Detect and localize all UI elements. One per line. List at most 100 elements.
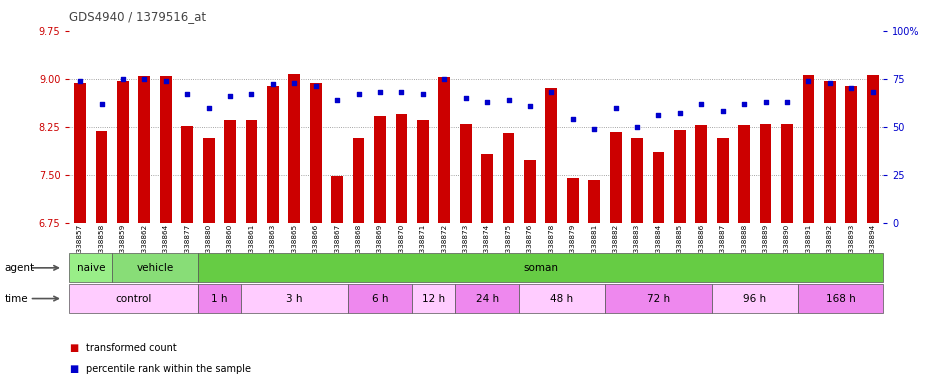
- Bar: [374, 116, 386, 223]
- Text: ■: ■: [69, 343, 79, 353]
- Text: soman: soman: [524, 263, 558, 273]
- Point: [565, 116, 580, 122]
- Bar: [610, 132, 622, 223]
- Point: [94, 101, 109, 107]
- Text: 1 h: 1 h: [211, 293, 228, 304]
- Text: percentile rank within the sample: percentile rank within the sample: [86, 364, 251, 374]
- Bar: [69, 284, 198, 313]
- Text: agent: agent: [5, 263, 35, 273]
- Bar: [224, 120, 236, 223]
- Bar: [546, 88, 557, 223]
- Text: naive: naive: [77, 263, 105, 273]
- Bar: [160, 76, 172, 223]
- Text: 168 h: 168 h: [826, 293, 856, 304]
- Text: control: control: [116, 293, 152, 304]
- Bar: [588, 180, 600, 223]
- Text: 3 h: 3 h: [286, 293, 302, 304]
- Bar: [519, 284, 605, 313]
- Bar: [797, 284, 883, 313]
- Text: transformed count: transformed count: [86, 343, 177, 353]
- Point: [458, 95, 473, 101]
- Point: [329, 97, 344, 103]
- Point: [715, 108, 730, 114]
- Point: [179, 91, 194, 97]
- Bar: [605, 284, 712, 313]
- Bar: [245, 120, 257, 223]
- Text: 96 h: 96 h: [744, 293, 767, 304]
- Bar: [198, 253, 883, 282]
- Point: [865, 89, 880, 95]
- Text: 6 h: 6 h: [372, 293, 388, 304]
- Point: [544, 89, 559, 95]
- Text: GDS4940 / 1379516_at: GDS4940 / 1379516_at: [69, 10, 206, 23]
- Bar: [203, 137, 215, 223]
- Point: [223, 93, 238, 99]
- Bar: [867, 75, 879, 223]
- Bar: [524, 160, 536, 223]
- Bar: [803, 75, 814, 223]
- Bar: [413, 284, 455, 313]
- Point: [116, 76, 130, 82]
- Bar: [824, 81, 835, 223]
- Point: [158, 78, 173, 84]
- Bar: [181, 126, 193, 223]
- Point: [609, 104, 623, 111]
- Text: time: time: [5, 293, 29, 304]
- Bar: [95, 131, 107, 223]
- Point: [244, 91, 259, 97]
- Bar: [460, 124, 472, 223]
- Text: ■: ■: [69, 364, 79, 374]
- Bar: [139, 76, 150, 223]
- Point: [736, 101, 751, 107]
- Point: [308, 83, 323, 89]
- Bar: [198, 284, 240, 313]
- Point: [822, 79, 837, 86]
- Bar: [310, 83, 322, 223]
- Bar: [781, 124, 793, 223]
- Text: 48 h: 48 h: [550, 293, 574, 304]
- Bar: [455, 284, 519, 313]
- Point: [437, 76, 451, 82]
- Bar: [112, 253, 198, 282]
- Point: [202, 104, 216, 111]
- Point: [287, 79, 302, 86]
- Point: [480, 99, 495, 105]
- Bar: [417, 120, 428, 223]
- Point: [586, 126, 601, 132]
- Bar: [117, 81, 129, 223]
- Bar: [348, 284, 413, 313]
- Bar: [267, 86, 278, 223]
- Point: [73, 78, 88, 84]
- Bar: [69, 253, 112, 282]
- Point: [780, 99, 795, 105]
- Point: [630, 124, 645, 130]
- Point: [137, 76, 152, 82]
- Bar: [567, 178, 579, 223]
- Bar: [717, 138, 729, 223]
- Point: [265, 81, 280, 88]
- Bar: [481, 154, 493, 223]
- Text: 12 h: 12 h: [422, 293, 445, 304]
- Text: 24 h: 24 h: [475, 293, 499, 304]
- Bar: [352, 137, 364, 223]
- Bar: [396, 114, 407, 223]
- Point: [801, 78, 816, 84]
- Bar: [674, 130, 685, 223]
- Point: [844, 85, 858, 91]
- Bar: [738, 125, 750, 223]
- Point: [394, 89, 409, 95]
- Point: [501, 97, 516, 103]
- Bar: [289, 74, 301, 223]
- Point: [758, 99, 773, 105]
- Point: [352, 91, 366, 97]
- Bar: [712, 284, 797, 313]
- Bar: [502, 133, 514, 223]
- Bar: [74, 83, 86, 223]
- Point: [415, 91, 430, 97]
- Bar: [845, 86, 857, 223]
- Bar: [652, 152, 664, 223]
- Text: vehicle: vehicle: [136, 263, 174, 273]
- Bar: [240, 284, 348, 313]
- Point: [651, 112, 666, 118]
- Point: [523, 103, 537, 109]
